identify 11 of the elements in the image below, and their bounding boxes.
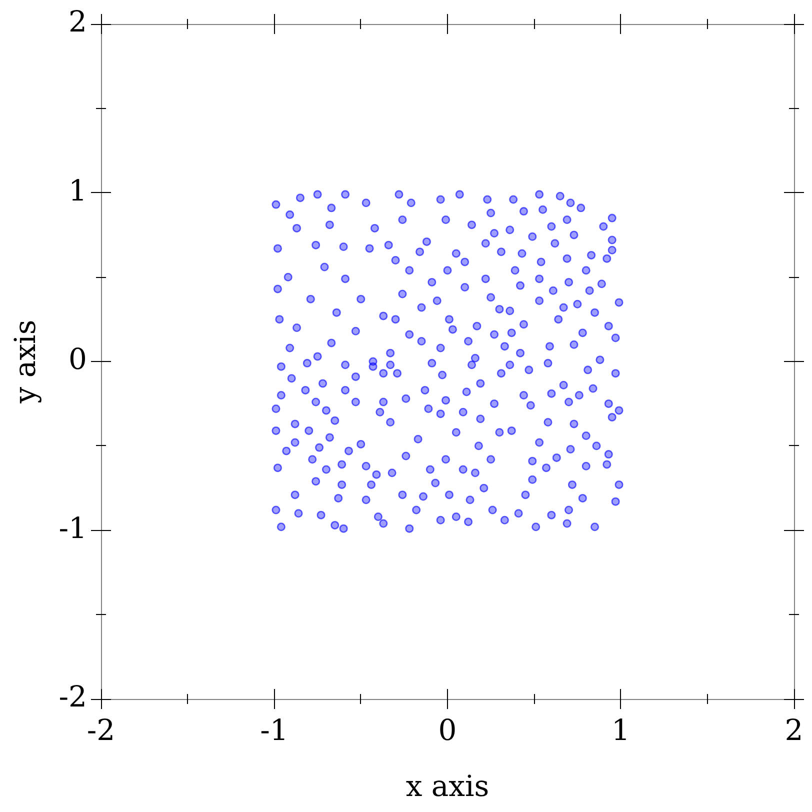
y-tick-label: 0 [68, 342, 87, 376]
y-tick-label: 2 [68, 4, 87, 39]
x-tick-label: 2 [784, 712, 804, 747]
y-axis-title: y axis [8, 320, 42, 404]
x-tick-label: 1 [612, 712, 630, 747]
y-tick-label: 1 [68, 173, 87, 208]
y-tick-label: -1 [58, 510, 87, 545]
x-tick-label: -1 [260, 712, 288, 747]
x-axis-title: x axis [406, 769, 490, 804]
y-tick-label: -2 [58, 680, 87, 714]
x-tick-label: 0 [438, 712, 457, 747]
